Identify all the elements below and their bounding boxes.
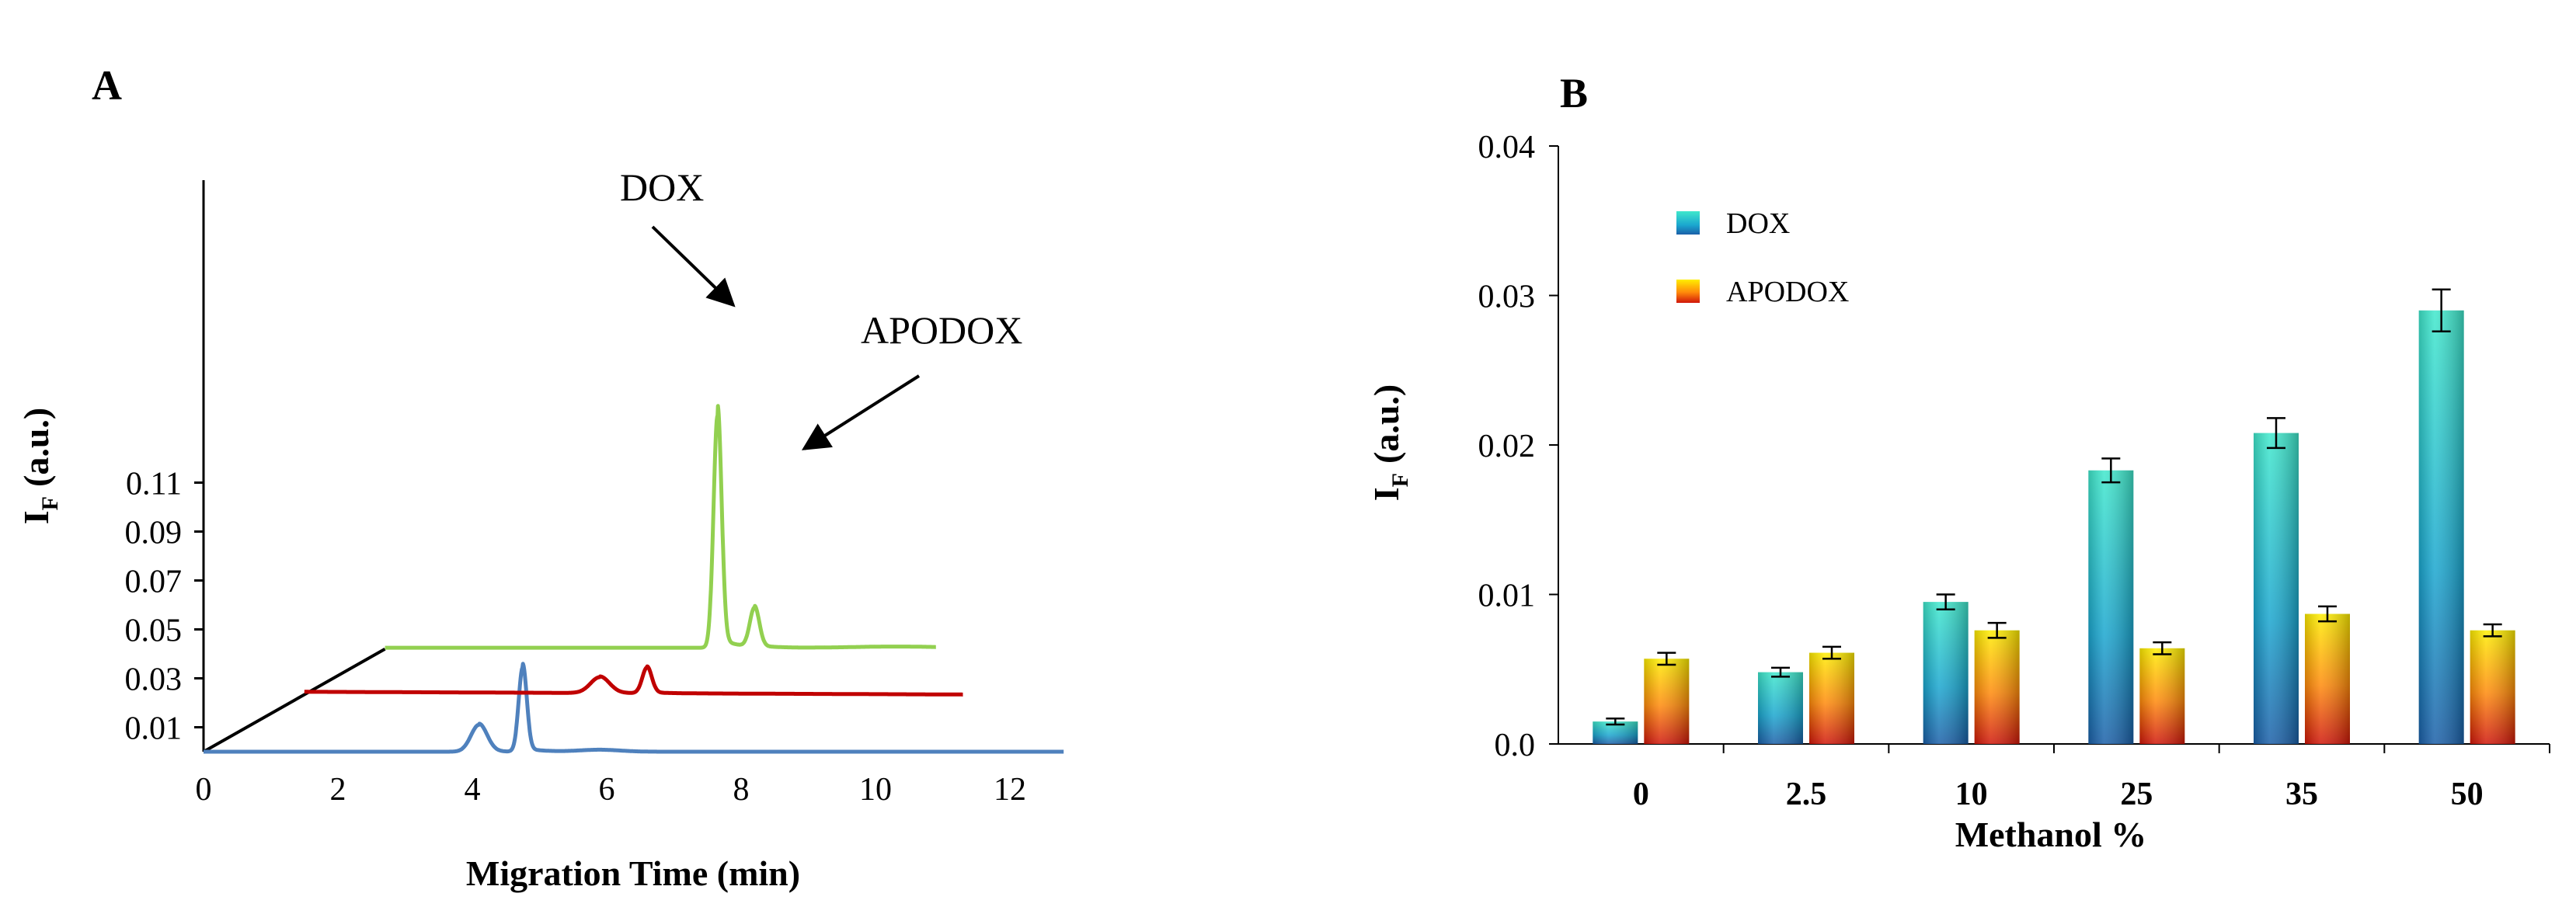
svg-text:IF(a.u.): IF (a.u.) [1366, 384, 1413, 501]
bar-dox-shade [1923, 602, 1969, 744]
panel-a-trace-2 [302, 664, 965, 697]
panel-a-trace-1 [202, 662, 1065, 754]
bar-dox-shade [1758, 672, 1803, 744]
panel-b-y-tick-label: 0.04 [1478, 130, 1536, 165]
bar-apodox-shade [2139, 648, 2185, 744]
panel-b-label: B [1560, 70, 1588, 116]
legend-label-apodox: APODOX [1726, 276, 1849, 308]
bar-apodox-shade [1644, 659, 1690, 744]
bar-dox-shade [2254, 433, 2299, 744]
panel-b-x-ticks: 0 2.5 10 25 35 50 [1633, 744, 2550, 812]
panel-a-x-tick-label: 12 [994, 772, 1026, 808]
bar-apodox-shade [2470, 630, 2515, 744]
panel-a-x-tick-label: 10 [859, 772, 892, 808]
bar-apodox-shade [1974, 630, 2020, 744]
panel-a-x-tick-label: 6 [599, 772, 615, 808]
panel-b-y-label-sub: F [1387, 473, 1413, 487]
panel-b-y-label-unit: (a.u.) [1366, 384, 1406, 464]
bar-dox-shade [2418, 310, 2464, 744]
panel-b-x-tick-label: 50 [2451, 777, 2484, 812]
panel-a-x-tick-label: 8 [733, 772, 750, 808]
annotation-apodox-arrow [801, 374, 921, 450]
panel-b-bar-chart: B 0.0 0.01 0.02 0.03 0.04 0 2.5 10 25 35 50 IF (a.… [1366, 70, 2550, 854]
panel-b-x-tick-label: 35 [2285, 777, 2318, 812]
panel-b-x-tick-label: 2.5 [1786, 777, 1827, 812]
panel-a-x-tick-label: 2 [330, 772, 346, 808]
panel-b-legend: DOX APODOX [1676, 207, 1849, 308]
panel-a-y-tick-label: 0.01 [125, 711, 183, 747]
panel-a-trace-3 [383, 404, 938, 650]
bar-apodox-shade [2305, 613, 2350, 744]
panel-b-x-tick-label: 10 [1955, 777, 1988, 812]
panel-b-y-ticks: 0.0 0.01 0.02 0.03 0.04 [1478, 130, 1558, 763]
panel-b-x-tick-label: 0 [1633, 777, 1649, 812]
panel-a-y-tick-label: 0.11 [126, 467, 182, 502]
panel-a-y-label: IF (a.u.) [16, 408, 63, 524]
legend-label-dox: DOX [1726, 207, 1790, 240]
panel-b-y-label-main: I [1366, 487, 1406, 501]
panel-a-traces [202, 404, 1065, 754]
panel-a-x-tick-label: 4 [465, 772, 481, 808]
panel-a-y-label-unit: (a.u.) [16, 408, 56, 487]
panel-a-y-tick-label: 0.09 [125, 516, 183, 551]
bar-apodox-shade [1809, 652, 1854, 744]
panel-b-x-label: Methanol % [1955, 815, 2147, 854]
panel-a-y-tick-label: 0.03 [125, 662, 183, 698]
legend-swatch-dox [1676, 211, 1700, 235]
panel-b-y-tick-label: 0.0 [1495, 728, 1536, 763]
panel-a-y-label-main: I [16, 510, 56, 524]
panel-b-bars [1593, 288, 2515, 744]
panel-b-x-tick-label: 25 [2120, 777, 2153, 812]
panel-a-y-tick-label: 0.05 [125, 613, 183, 649]
panel-a-offset-line [203, 647, 386, 753]
bar-dox-shade [2088, 470, 2134, 744]
panel-b-y-tick-label: 0.02 [1478, 429, 1536, 464]
panel-a-y-ticks: 0.01 0.03 0.05 0.07 0.09 0.11 [125, 467, 204, 747]
panel-a-label: A [92, 62, 122, 109]
panel-b-y-label: IF (a.u.) [1366, 384, 1413, 501]
annotation-apodox: APODOX [861, 308, 1022, 352]
panel-a-x-label: Migration Time (min) [466, 853, 800, 893]
panel-a-chromatogram: A 0.01 0.03 0.05 0.07 0.09 0.11 0 2 4 6 8 10 12 IF (… [16, 62, 1065, 893]
legend-swatch-apodox [1676, 280, 1700, 303]
panel-a-x-ticks: 0 2 4 6 8 10 12 [196, 772, 1027, 808]
panel-a-y-label-sub: F [37, 496, 63, 510]
panel-a-y-tick-label: 0.07 [125, 565, 183, 600]
annotation-dox-arrow [651, 225, 736, 308]
svg-text:IF(a.u.): IF (a.u.) [16, 408, 63, 524]
panel-b-y-tick-label: 0.01 [1478, 579, 1536, 614]
panel-b-y-tick-label: 0.03 [1478, 280, 1536, 315]
panel-a-x-tick-label: 0 [196, 772, 212, 808]
annotation-dox: DOX [620, 165, 704, 209]
